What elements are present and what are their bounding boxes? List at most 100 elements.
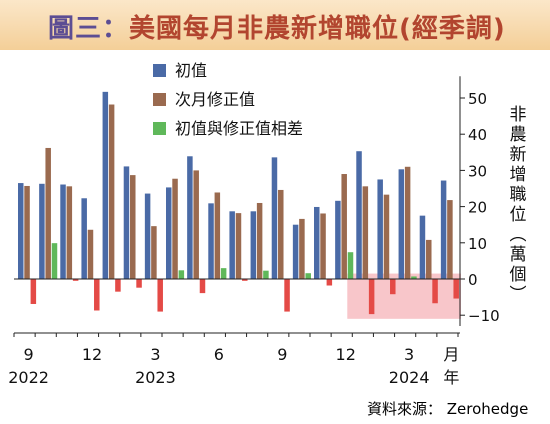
chart-area: −10 0 10 20 30 40 50 9 2022 12 3 2023 6 9 12 3 2024 月年 初值…	[8, 61, 500, 387]
bar-initial	[187, 156, 193, 279]
bar-revised	[256, 202, 263, 279]
bar-diff	[220, 268, 227, 279]
bar-revised	[87, 229, 94, 279]
bar-revised	[172, 178, 178, 279]
bar-initial	[166, 187, 172, 279]
x-year-label: 2023	[135, 368, 176, 387]
bar-revised	[214, 192, 221, 279]
bar-revised	[151, 226, 157, 279]
legend-label: 次月修正值	[175, 90, 255, 109]
bar-revised	[320, 213, 326, 279]
y-tick-label: −10	[468, 307, 500, 325]
bar-revised	[404, 166, 411, 279]
y-tick-label: 50	[468, 90, 487, 108]
bar-initial	[356, 151, 362, 279]
bar-revised	[383, 194, 390, 279]
x-year-label: 2022	[8, 368, 49, 387]
bar-initial	[314, 206, 320, 279]
bar-diff	[199, 279, 206, 294]
legend-label: 初值	[175, 61, 207, 80]
bar-revised	[447, 200, 453, 279]
bar-revised	[426, 239, 432, 279]
bar-diff	[94, 279, 100, 311]
bar-revised	[278, 189, 284, 279]
bar-revised	[193, 170, 199, 279]
y-axis-label: 非農新增職位 ︵ 萬個 ︶	[506, 105, 530, 305]
x-year-label: 年	[443, 368, 459, 387]
bar-diff	[242, 279, 248, 281]
title-prefix: 圖三：	[48, 14, 130, 44]
y-axis-label-char: 非	[509, 105, 527, 125]
bar-revised	[362, 186, 369, 279]
bar-initial	[377, 179, 383, 279]
bar-diff	[347, 252, 354, 279]
bar-initial	[81, 198, 87, 279]
bar-diff	[115, 279, 121, 292]
bar-diff	[30, 279, 37, 304]
x-tick-label: 9	[23, 345, 33, 364]
bar-initial	[440, 180, 447, 279]
y-axis-label-char: 職	[509, 185, 527, 205]
legend-swatch	[153, 64, 166, 77]
x-tick-label: 月	[443, 345, 459, 364]
bar-diff	[432, 279, 438, 304]
legend-swatch	[153, 122, 166, 135]
bar-diff	[136, 279, 142, 288]
bar-revised	[235, 213, 242, 279]
bar-revised	[66, 186, 73, 279]
bar-initial	[123, 166, 130, 279]
bar-revised	[45, 147, 51, 279]
bar-diff	[453, 279, 459, 299]
bar-initial	[208, 203, 214, 279]
bar-diff	[263, 270, 269, 279]
bar-diff	[157, 279, 163, 312]
y-tick-label: 10	[468, 235, 487, 253]
bar-diff	[390, 279, 396, 295]
x-tick-label: 3	[404, 345, 414, 364]
y-tick-label: 0	[468, 271, 478, 289]
chart-title: 圖三：美國每月非農新增職位(經季調)	[48, 8, 506, 45]
bar-initial	[419, 215, 426, 279]
y-axis-label-char: ︵	[509, 225, 527, 245]
bar-diff	[72, 279, 79, 281]
legend-label: 初值與修正值相差	[175, 119, 303, 138]
bar-diff	[368, 279, 375, 315]
x-tick-label: 12	[336, 345, 356, 364]
bar-initial	[250, 211, 257, 279]
legend-swatch	[153, 93, 166, 106]
x-tick-label: 12	[82, 345, 102, 364]
bar-initial	[18, 183, 24, 279]
bar-initial	[60, 184, 66, 279]
x-tick-label: 9	[277, 345, 287, 364]
source-note: 資料來源： Zerohedge	[367, 400, 529, 418]
bar-initial	[229, 211, 235, 279]
bar-initial	[102, 91, 109, 279]
x-year-label: 2024	[389, 368, 430, 387]
x-tick-label: 6	[214, 345, 224, 364]
bar-revised	[130, 175, 136, 279]
bar-initial	[292, 224, 299, 279]
y-axis-label-char: 個	[509, 265, 527, 285]
y-tick-label: 20	[468, 199, 487, 217]
bar-initial	[398, 169, 405, 279]
title-band	[0, 0, 550, 50]
y-tick-label: 30	[468, 162, 487, 180]
bar-diff	[51, 243, 58, 279]
highlight-box	[347, 273, 461, 319]
bar-initial	[271, 157, 278, 279]
bar-revised	[24, 185, 30, 279]
bar-diff	[178, 270, 185, 279]
y-axis-label-char: ︶	[509, 285, 527, 305]
x-tick-label: 3	[150, 345, 160, 364]
y-axis-label-char: 萬	[509, 245, 527, 265]
bar-initial	[39, 183, 45, 279]
bar-initial	[335, 200, 341, 279]
y-tick-label: 40	[468, 126, 487, 144]
bar-diff	[326, 279, 333, 286]
y-axis-label-char: 農	[509, 125, 527, 145]
bar-revised	[108, 104, 115, 280]
bar-diff	[284, 279, 290, 312]
title-main: 美國每月非農新增職位(經季調)	[129, 14, 506, 44]
y-axis-label-char: 位	[509, 205, 527, 225]
bar-initial	[144, 193, 151, 279]
